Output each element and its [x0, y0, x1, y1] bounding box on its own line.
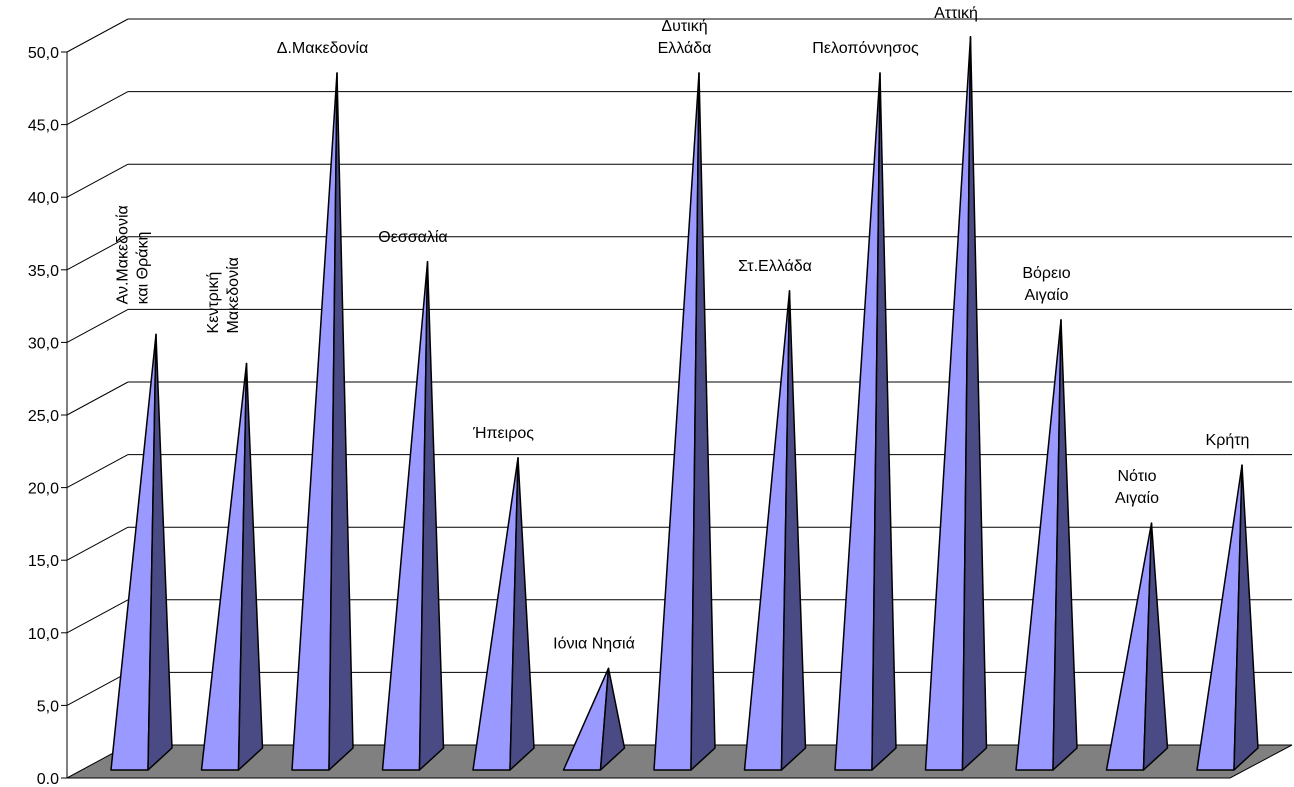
pyramid-side-face: [871, 72, 897, 771]
y-tick-label: 25,0: [28, 408, 59, 425]
pyramid-bar: [743, 290, 807, 771]
pyramid-side-face: [418, 261, 445, 771]
bars: [110, 35, 1259, 771]
pyramid-side-face: [237, 362, 264, 771]
pyramid-bar: [924, 35, 988, 771]
category-label-line: Θεσσαλία: [378, 229, 447, 246]
pyramid-bar: [110, 333, 173, 771]
category-label: Στ.Ελλάδα: [738, 258, 812, 275]
pyramid-bar: [1196, 464, 1259, 771]
category-label-line: Νότιο: [1118, 468, 1157, 485]
category-label: Δ.Μακεδονία: [277, 40, 368, 57]
category-label-line: Αττική: [934, 5, 978, 22]
gridline-diagonal: [66, 163, 129, 198]
gridline-diagonal: [66, 526, 129, 561]
gridline-diagonal: [66, 91, 129, 126]
category-label: Δυτική Ελλάδα: [658, 18, 712, 57]
category-label-line: Δ.Μακεδονία: [277, 40, 368, 57]
pyramid-side-face: [690, 72, 716, 771]
category-label-line: Κεντρική: [205, 272, 222, 334]
category-label-line: Αιγαίο: [1115, 490, 1159, 507]
category-label-line: Αν.Μακεδονία: [115, 205, 132, 304]
y-axis-ticks: 0.0 5,0 10,0 15,0 20,0 25,0 30,0 35,0 40,0 45,0 50…: [28, 45, 68, 787]
category-label-line: Ιόνια Νησιά: [553, 635, 635, 652]
gridline-diagonal: [66, 236, 129, 271]
y-tick-label: 45,0: [28, 118, 59, 135]
category-label: Βόρειο Αιγαίο: [1022, 265, 1070, 304]
pyramid-side-face: [1052, 319, 1078, 771]
pyramid-bar: [834, 72, 897, 771]
category-label-line: και Θράκη: [135, 232, 152, 305]
pyramid-bar: [381, 261, 445, 771]
category-label-line: Αιγαίο: [1025, 287, 1069, 304]
y-tick-label: 15,0: [28, 553, 59, 570]
pyramid-side-face: [1142, 522, 1169, 771]
pyramid-bar: [1015, 319, 1078, 771]
category-label-line: Μακεδονία: [225, 257, 242, 333]
category-label: Πελοπόννησος: [812, 40, 919, 57]
pyramid-side-face: [509, 457, 535, 771]
category-label: Ιόνια Νησιά: [553, 635, 635, 652]
pyramid-bar: [653, 72, 716, 771]
category-label: Θεσσαλία: [378, 229, 447, 246]
y-tick-label: 40,0: [28, 190, 59, 207]
pyramid-bar: [200, 362, 264, 771]
category-label: Αν.Μακεδονία και Θράκη: [115, 205, 152, 304]
pyramid-side-face: [147, 333, 173, 771]
category-label-line: Βόρειο: [1022, 265, 1070, 282]
pyramid-side-face: [328, 72, 354, 771]
y-tick-label: 35,0: [28, 263, 59, 280]
category-label-line: Δυτική: [661, 18, 707, 35]
y-tick-label: 50,0: [28, 45, 59, 62]
pyramid-bar: [472, 457, 535, 771]
category-label: Κρήτη: [1206, 432, 1250, 449]
gridline-diagonal: [66, 18, 129, 53]
y-tick-label: 5,0: [37, 698, 59, 715]
pyramid-bar: [562, 667, 626, 771]
category-label: Ήπειρος: [472, 425, 534, 442]
category-label-line: Ήπειρος: [472, 425, 534, 442]
category-label-line: Στ.Ελλάδα: [738, 258, 812, 275]
y-tick-label: 10,0: [28, 626, 59, 643]
pyramid-bar: [291, 72, 354, 771]
category-label: Αττική: [934, 5, 978, 22]
category-label: Κεντρική Μακεδονία: [205, 257, 242, 333]
data-labels: Αν.Μακεδονία και Θράκη Κεντρική Μακεδονία Δ.…: [115, 5, 1250, 652]
gridline-diagonal: [66, 671, 129, 706]
category-label: Νότιο Αιγαίο: [1115, 468, 1159, 507]
y-tick-label: 30,0: [28, 335, 59, 352]
pyramid-side-face: [961, 35, 988, 771]
pyramid-side-face: [780, 290, 807, 771]
pyramid-side-face: [1233, 464, 1259, 771]
gridline-diagonal: [66, 599, 129, 634]
gridline-diagonal: [66, 381, 129, 416]
gridline-diagonal: [66, 308, 129, 343]
category-label-line: Ελλάδα: [658, 40, 712, 57]
gridline-diagonal: [66, 454, 129, 489]
pyramid-side-face: [599, 667, 626, 771]
category-label-line: Πελοπόννησος: [812, 40, 919, 57]
category-label-line: Κρήτη: [1206, 432, 1250, 449]
y-tick-label: 0.0: [37, 771, 59, 787]
y-tick-label: 20,0: [28, 481, 59, 498]
pyramid-bar: [1105, 522, 1169, 771]
